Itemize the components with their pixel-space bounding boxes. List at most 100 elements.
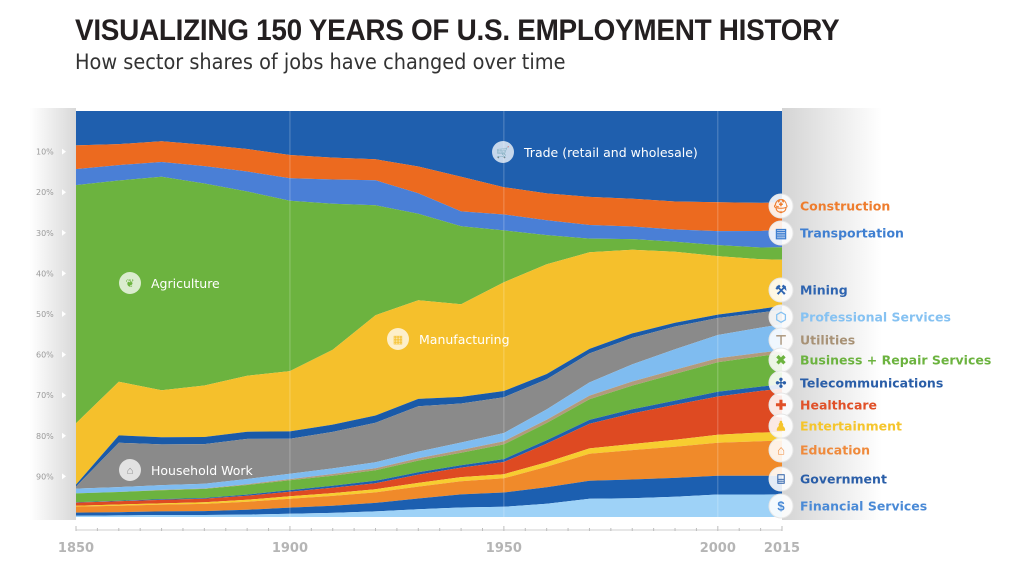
y-tick-marker [62, 473, 66, 480]
trade-retail-and-wholesale-icon [492, 141, 514, 163]
x-tick-label: 1850 [58, 541, 94, 556]
entertainment-icon-glyph: ♟ [775, 419, 787, 434]
year-gridlines [289, 111, 719, 517]
legend-label: Healthcare [800, 398, 877, 413]
education-icon [768, 437, 794, 463]
utilities-icon-glyph: ⊤ [775, 333, 786, 348]
y-tick-marker [62, 392, 66, 399]
label-text: Manufacturing [419, 332, 510, 347]
y-tick-marker [62, 189, 66, 196]
area-professional-services [76, 324, 782, 494]
healthcare-icon-glyph: ✚ [776, 398, 787, 413]
x-axis: 1850 1900 1950 2000 2015 [58, 526, 800, 556]
legend-label: Transportation [800, 226, 904, 241]
area-manufacturing [76, 249, 782, 485]
x-tick-label: 2015 [764, 541, 800, 556]
y-axis: 10% 20% 30% 40% 50% 60% 70% 80% 90% [36, 148, 66, 481]
y-tick-marker [62, 229, 66, 236]
y-tick-label: 90% [36, 472, 54, 481]
legend-item-government: ⌸ Government [768, 466, 887, 492]
y-tick-label: 20% [36, 188, 54, 197]
legend-item-telecommunications: ✣ Telecommunications [768, 370, 943, 396]
legend-item-entertainment: ♟ Entertainment [768, 413, 902, 439]
legend-label: Telecommunications [800, 376, 943, 391]
legend-label: Mining [800, 283, 848, 298]
agriculture-icon [119, 272, 141, 294]
trade-retail-and-wholesale-icon-glyph: 🛒 [496, 146, 510, 159]
y-tick-marker [62, 432, 66, 439]
legend-item-professional-services: ⬡ Professional Services [768, 304, 951, 330]
business-repair-services-icon-glyph: ✖ [776, 353, 787, 368]
y-tick-label: 60% [36, 351, 54, 360]
financial-services-icon-glyph: $ [777, 499, 785, 514]
mining-icon [768, 277, 794, 303]
legend-label: Entertainment [800, 419, 902, 434]
x-tick-label: 2000 [700, 541, 736, 556]
y-tick-marker [62, 351, 66, 358]
legend-label: Financial Services [800, 499, 927, 514]
legend-item-utilities: ⊤ Utilities [768, 327, 855, 353]
government-icon-glyph: ⌸ [777, 472, 785, 487]
y-tick-label: 10% [36, 148, 54, 157]
government-icon [768, 466, 794, 492]
y-tick-marker [62, 270, 66, 277]
area-trade-retail-and-wholesale [76, 111, 782, 203]
inside-labels: 🛒 Trade (retail and wholesale) ❦ Agricultur… [119, 141, 698, 481]
label-household-work: ⌂ Household Work [119, 459, 254, 481]
y-tick-label: 80% [36, 432, 54, 441]
legend-item-financial-services: $ Financial Services [768, 493, 927, 519]
area-transportation [76, 162, 782, 248]
label-manufacturing: ▦ Manufacturing [387, 328, 510, 350]
agriculture-icon-glyph: ❦ [125, 278, 134, 290]
y-tick-label: 30% [36, 229, 54, 238]
y-tick-label: 70% [36, 391, 54, 400]
x-tick-label: 1950 [486, 541, 522, 556]
education-icon-glyph: ⌂ [777, 443, 785, 458]
legend-label: Education [800, 443, 870, 458]
label-agriculture: ❦ Agriculture [119, 272, 220, 294]
professional-services-icon-glyph: ⬡ [775, 310, 786, 325]
x-tick-label: 1900 [272, 541, 308, 556]
right-gutter [782, 108, 882, 520]
area-government [76, 475, 782, 516]
y-tick-label: 50% [36, 310, 54, 319]
transportation-icon [768, 220, 794, 246]
household-work-icon-glyph: ⌂ [127, 465, 134, 477]
area-household-work [76, 309, 782, 489]
label-trade-retail-and-wholesale: 🛒 Trade (retail and wholesale) [492, 141, 698, 163]
legend-item-education: ⌂ Education [768, 437, 870, 463]
area-healthcare [76, 388, 782, 506]
y-tick-label: 40% [36, 269, 54, 278]
y-tick-marker [62, 148, 66, 155]
left-gutter [30, 108, 76, 520]
manufacturing-icon [387, 328, 409, 350]
transportation-icon-glyph: ▤ [775, 226, 787, 241]
area-financial-services [76, 494, 782, 517]
legend-label: Construction [800, 199, 890, 214]
manufacturing-icon-glyph: ▦ [393, 334, 403, 346]
area-entertainment [76, 432, 782, 507]
page-subtitle: How sector shares of jobs have changed o… [75, 50, 566, 74]
construction-icon-glyph: ⛑ [773, 199, 790, 214]
y-tick-marker [62, 311, 66, 317]
label-text: Household Work [151, 463, 254, 478]
legend-item-healthcare: ✚ Healthcare [768, 392, 877, 418]
area-business-repair-services [76, 353, 782, 503]
area-agriculture [76, 176, 782, 424]
legend-item-mining: ⚒ Mining [768, 277, 848, 303]
financial-services-icon [768, 493, 794, 519]
label-text: Trade (retail and wholesale) [523, 145, 698, 160]
telecommunications-icon-glyph: ✣ [776, 376, 787, 391]
mining-icon-glyph: ⚒ [775, 283, 787, 298]
legend-item-transportation: ▤ Transportation [768, 220, 904, 246]
legend: ⛑ Construction ▤ Transportation ⚒ Mining ⬡ Prof… [768, 193, 991, 519]
area-telecommunications [76, 384, 782, 503]
legend-label: Government [800, 472, 887, 487]
area-construction [76, 141, 782, 232]
label-text: Agriculture [151, 276, 220, 291]
construction-icon [768, 193, 794, 219]
legend-label: Business + Repair Services [800, 353, 991, 368]
area-layers [76, 111, 782, 517]
legend-item-business-repair-services: ✖ Business + Repair Services [768, 347, 991, 373]
